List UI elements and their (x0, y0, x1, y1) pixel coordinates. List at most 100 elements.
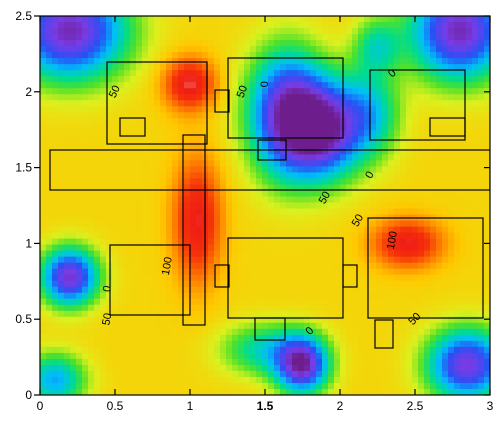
heat-cell (358, 70, 365, 77)
heat-cell (364, 244, 371, 252)
heat-cell (58, 22, 65, 29)
heat-cell (100, 64, 107, 71)
heat-cell (352, 100, 359, 107)
heat-cell (310, 340, 317, 348)
heat-cell (298, 232, 305, 240)
heat-cell (136, 376, 143, 384)
heat-cell (394, 340, 401, 348)
heat-cell (286, 40, 293, 47)
heat-cell (322, 214, 329, 222)
heat-cell (316, 292, 323, 300)
heat-cell (454, 148, 461, 155)
heat-cell (328, 370, 335, 378)
heat-cell (94, 166, 101, 174)
heat-cell (88, 220, 95, 228)
heat-cell (454, 76, 461, 83)
heat-cell (460, 166, 467, 174)
heat-cell (202, 370, 209, 378)
heat-cell (472, 382, 479, 390)
heat-cell (124, 196, 131, 204)
heat-cell (106, 220, 113, 228)
heat-cell (340, 352, 347, 360)
heat-cell (406, 262, 413, 270)
heat-cell (346, 250, 353, 258)
heat-cell (400, 70, 407, 77)
heat-cell (322, 226, 329, 234)
heat-cell (112, 136, 119, 143)
heat-cell (394, 364, 401, 372)
heat-cell (370, 190, 377, 198)
heat-cell (238, 40, 245, 47)
heat-cell (322, 136, 329, 143)
heat-cell (130, 64, 137, 71)
heat-cell (112, 298, 119, 306)
heat-cell (76, 46, 83, 53)
heat-cell (166, 124, 173, 131)
heat-cell (52, 214, 59, 222)
heat-cell (226, 166, 233, 174)
heat-cell (154, 46, 161, 53)
heat-cell (226, 316, 233, 324)
heat-cell (64, 364, 71, 372)
heat-cell (388, 112, 395, 119)
heat-cell (286, 352, 293, 360)
heat-cell (448, 352, 455, 360)
heat-cell (226, 160, 233, 167)
heat-cell (148, 178, 155, 186)
heat-cell (328, 214, 335, 222)
heat-cell (322, 352, 329, 360)
heat-cell (232, 148, 239, 155)
heat-cell (70, 196, 77, 204)
heat-cell (424, 106, 431, 113)
heat-cell (406, 292, 413, 300)
heat-cell (340, 232, 347, 240)
heat-cell (238, 16, 245, 23)
heat-cell (370, 334, 377, 342)
heat-cell (214, 16, 221, 23)
heat-cell (172, 334, 179, 342)
heat-cell (286, 70, 293, 77)
heat-cell (292, 40, 299, 47)
heat-cell (454, 316, 461, 324)
heat-cell (52, 58, 59, 65)
heat-cell (268, 52, 275, 59)
heat-cell (250, 94, 257, 101)
heat-cell (388, 46, 395, 53)
heat-cell (118, 46, 125, 53)
heat-cell (226, 64, 233, 71)
heat-cell (106, 334, 113, 342)
heat-cell (208, 118, 215, 125)
heat-cell (70, 58, 77, 65)
heat-cell (262, 364, 269, 372)
heat-cell (298, 382, 305, 390)
heat-cell (430, 382, 437, 390)
heat-cell (112, 184, 119, 192)
heat-cell (304, 106, 311, 113)
heat-cell (292, 190, 299, 198)
heat-cell (310, 238, 317, 246)
heat-cell (298, 214, 305, 222)
heat-cell (274, 358, 281, 366)
heat-cell (106, 130, 113, 137)
heat-cell (274, 46, 281, 53)
heat-cell (178, 388, 185, 395)
heat-cell (376, 322, 383, 330)
heat-cell (166, 280, 173, 288)
heat-cell (406, 358, 413, 366)
heat-cell (148, 190, 155, 198)
room-outline (214, 89, 230, 113)
heat-cell (124, 130, 131, 137)
heat-cell (388, 268, 395, 276)
heat-cell (166, 286, 173, 294)
heat-cell (214, 196, 221, 204)
heat-cell (442, 232, 449, 240)
heat-cell (178, 334, 185, 342)
heat-cell (322, 70, 329, 77)
heat-cell (256, 316, 263, 324)
heat-cell (316, 244, 323, 252)
heat-cell (136, 382, 143, 390)
heat-cell (106, 82, 113, 89)
heat-cell (364, 58, 371, 65)
heat-cell (124, 298, 131, 306)
heat-cell (310, 304, 317, 312)
